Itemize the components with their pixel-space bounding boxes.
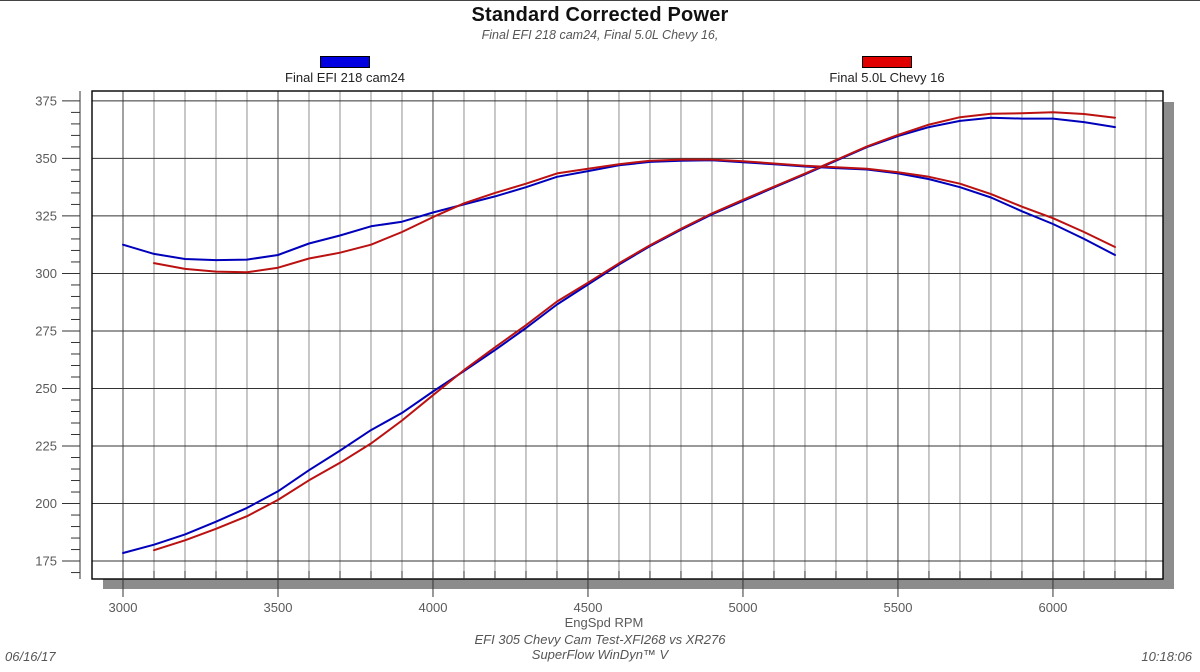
- plot-border: [91, 90, 1164, 580]
- x-axis: 3000 3500 4000 4500 5000 5500 6000 EngSpd RPM: [109, 571, 1147, 630]
- x-axis-label: EngSpd RPM: [565, 615, 644, 630]
- legend-label-red: Final 5.0L Chevy 16: [829, 70, 945, 85]
- legend-item-blue: Final EFI 218 cam24: [260, 56, 430, 85]
- footer-time: 10:18:06: [1141, 649, 1192, 664]
- svg-text:300: 300: [35, 266, 57, 281]
- svg-text:350: 350: [35, 151, 57, 166]
- footer-software: SuperFlow WinDyn™ V: [531, 647, 669, 662]
- curve-2-torque: [153, 158, 1116, 274]
- page-title: Standard Corrected Power: [471, 4, 729, 26]
- svg-text:5500: 5500: [884, 600, 913, 615]
- legend-label-blue: Final EFI 218 cam24: [285, 70, 405, 85]
- footer-date: 06/16/17: [5, 649, 56, 664]
- svg-text:200: 200: [35, 496, 57, 511]
- plot-area: [92, 91, 1163, 579]
- y-axis: 175 200 225 250 275 300 325 350 375: [35, 91, 81, 579]
- legend-item-red: Final 5.0L Chevy 16: [802, 56, 972, 85]
- footer-test-title: EFI 305 Chevy Cam Test-XFI268 vs XR276: [474, 632, 726, 647]
- curve-3-power: [153, 111, 1116, 552]
- svg-text:325: 325: [35, 208, 57, 223]
- svg-text:4500: 4500: [574, 600, 603, 615]
- svg-text:4000: 4000: [419, 600, 448, 615]
- horizontal-gridlines: [92, 100, 1163, 562]
- svg-text:250: 250: [35, 381, 57, 396]
- plot-shadow: [103, 102, 1174, 589]
- svg-text:3000: 3000: [109, 600, 138, 615]
- svg-text:5000: 5000: [729, 600, 758, 615]
- svg-text:375: 375: [35, 93, 57, 108]
- svg-text:6000: 6000: [1038, 600, 1067, 615]
- legend-swatch-blue: [320, 56, 370, 68]
- svg-text:225: 225: [35, 439, 57, 454]
- svg-text:175: 175: [35, 554, 57, 569]
- vertical-gridlines: [122, 91, 1147, 579]
- legend-swatch-red: [862, 56, 912, 68]
- curve-1-power: [122, 116, 1116, 554]
- svg-text:3500: 3500: [264, 600, 293, 615]
- svg-text:275: 275: [35, 323, 57, 338]
- curve-0-torque: [122, 159, 1116, 262]
- page-subtitle: Final EFI 218 cam24, Final 5.0L Chevy 16…: [481, 28, 719, 42]
